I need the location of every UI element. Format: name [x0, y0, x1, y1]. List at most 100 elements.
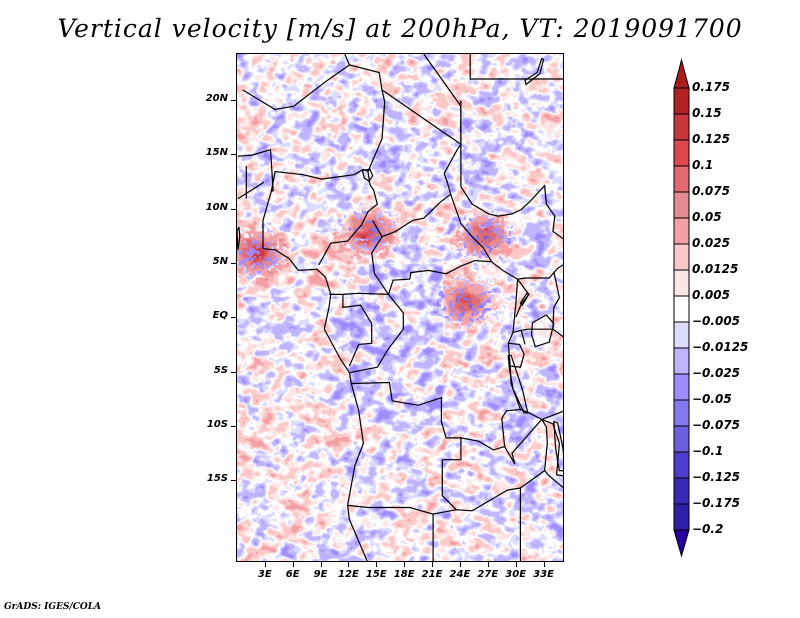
y-tick — [231, 480, 236, 482]
x-tick — [292, 562, 294, 567]
country-borders — [237, 54, 563, 561]
colorbar-box — [673, 321, 690, 349]
country-border — [450, 194, 563, 280]
country-border — [270, 168, 364, 192]
lake-chad — [361, 168, 374, 183]
x-tick — [348, 562, 350, 567]
country-border — [442, 279, 522, 461]
x-tick-label: 6E — [285, 569, 300, 580]
country-border — [508, 342, 525, 368]
lake-victoria — [530, 314, 555, 348]
country-border — [347, 504, 473, 515]
lake-malawi — [553, 420, 563, 472]
colorbar-box — [673, 295, 690, 323]
colorbar-level-label: 0.15 — [692, 106, 722, 120]
country-border — [349, 294, 404, 374]
x-tick — [320, 562, 322, 567]
grads-credit: GrADS: IGES/COLA — [4, 602, 102, 612]
colorbar-box — [673, 113, 690, 141]
colorbar-level-label: 0.1 — [692, 158, 714, 172]
plot-title: Vertical velocity [m/s] at 200hPa, VT: 2… — [57, 14, 743, 43]
country-border — [441, 459, 457, 511]
country-border — [552, 271, 561, 330]
map-frame — [236, 53, 564, 562]
colorbar-box — [673, 217, 690, 245]
colorbar: 0.175 0.15 0.125 0.1 0.075 0.05 0.025 0.0125 0.0… — [660, 55, 800, 565]
y-tick-label: EQ — [212, 310, 228, 322]
colorbar-box — [673, 477, 690, 505]
colorbar-level-label: −0.025 — [692, 366, 741, 380]
country-border — [344, 54, 350, 66]
lake-albert — [519, 292, 530, 307]
colorbar-box — [673, 425, 690, 453]
colorbar-level-label: −0.075 — [692, 418, 741, 432]
x-tick — [459, 562, 461, 567]
colorbar-level-label: 0.025 — [692, 236, 730, 250]
country-border — [237, 148, 274, 192]
country-border — [541, 418, 563, 477]
colorbar-level-label: 0.075 — [692, 184, 730, 198]
y-tick — [231, 426, 236, 428]
colorbar-box — [673, 503, 690, 531]
colorbar-level-label: 0.0125 — [692, 262, 739, 276]
colorbar-scale — [673, 58, 690, 558]
x-tick-label: 12E — [338, 569, 359, 580]
y-tick — [231, 154, 236, 156]
colorbar-level-label: −0.0125 — [692, 340, 749, 354]
x-tick — [432, 562, 434, 567]
x-tick-label: 15E — [365, 569, 387, 580]
country-border — [541, 410, 563, 420]
colorbar-min-triangle — [673, 529, 690, 558]
x-tick-label: 9E — [313, 569, 328, 580]
x-tick — [487, 562, 489, 567]
colorbar-level-label: −0.1 — [692, 444, 724, 458]
y-tick — [231, 371, 236, 373]
colorbar-level-label: −0.005 — [692, 314, 741, 328]
country-border — [504, 418, 548, 471]
lake-nasser — [524, 57, 545, 86]
country-border — [237, 181, 265, 200]
colorbar-box — [673, 87, 690, 115]
lake-tanganyika — [507, 354, 529, 414]
x-tick — [404, 562, 406, 567]
country-border — [460, 100, 563, 240]
country-border — [342, 294, 373, 367]
colorbar-box — [673, 165, 690, 193]
y-tick-label: 15S — [206, 473, 228, 485]
colorbar-box — [673, 451, 690, 479]
colorbar-level-label: 0.05 — [692, 210, 722, 224]
lake-volta — [237, 226, 241, 250]
y-tick-label: 10N — [205, 201, 228, 213]
colorbar-max-triangle — [673, 58, 690, 89]
colorbar-box — [673, 243, 690, 271]
y-tick-label: 10S — [206, 419, 228, 431]
colorbar-level-label: 0.125 — [692, 132, 730, 146]
colorbar-box — [673, 399, 690, 427]
colorbar-box — [673, 269, 690, 297]
country-border — [515, 278, 530, 318]
y-tick — [231, 208, 236, 210]
colorbar-level-label: −0.175 — [692, 496, 741, 510]
y-tick-label: 20N — [205, 92, 228, 104]
country-border — [371, 236, 492, 296]
colorbar-level-label: −0.2 — [692, 522, 724, 536]
y-tick — [231, 99, 236, 101]
country-border — [423, 54, 462, 148]
country-border — [262, 248, 368, 561]
country-border — [471, 469, 563, 512]
x-tick-label: 21E — [421, 569, 443, 580]
country-border — [520, 330, 526, 345]
country-border — [363, 89, 386, 173]
colorbar-box — [673, 139, 690, 167]
colorbar-level-label: 0.005 — [692, 288, 730, 302]
country-border — [242, 64, 383, 111]
x-tick — [543, 562, 545, 567]
country-border — [372, 89, 462, 238]
x-tick — [515, 562, 517, 567]
y-tick-label: 5S — [213, 364, 228, 376]
y-tick — [231, 317, 236, 319]
y-tick-label: 5N — [212, 255, 228, 267]
x-tick-label: 24E — [449, 569, 471, 580]
x-tick — [376, 562, 378, 567]
colorbar-level-label: 0.175 — [692, 80, 730, 94]
